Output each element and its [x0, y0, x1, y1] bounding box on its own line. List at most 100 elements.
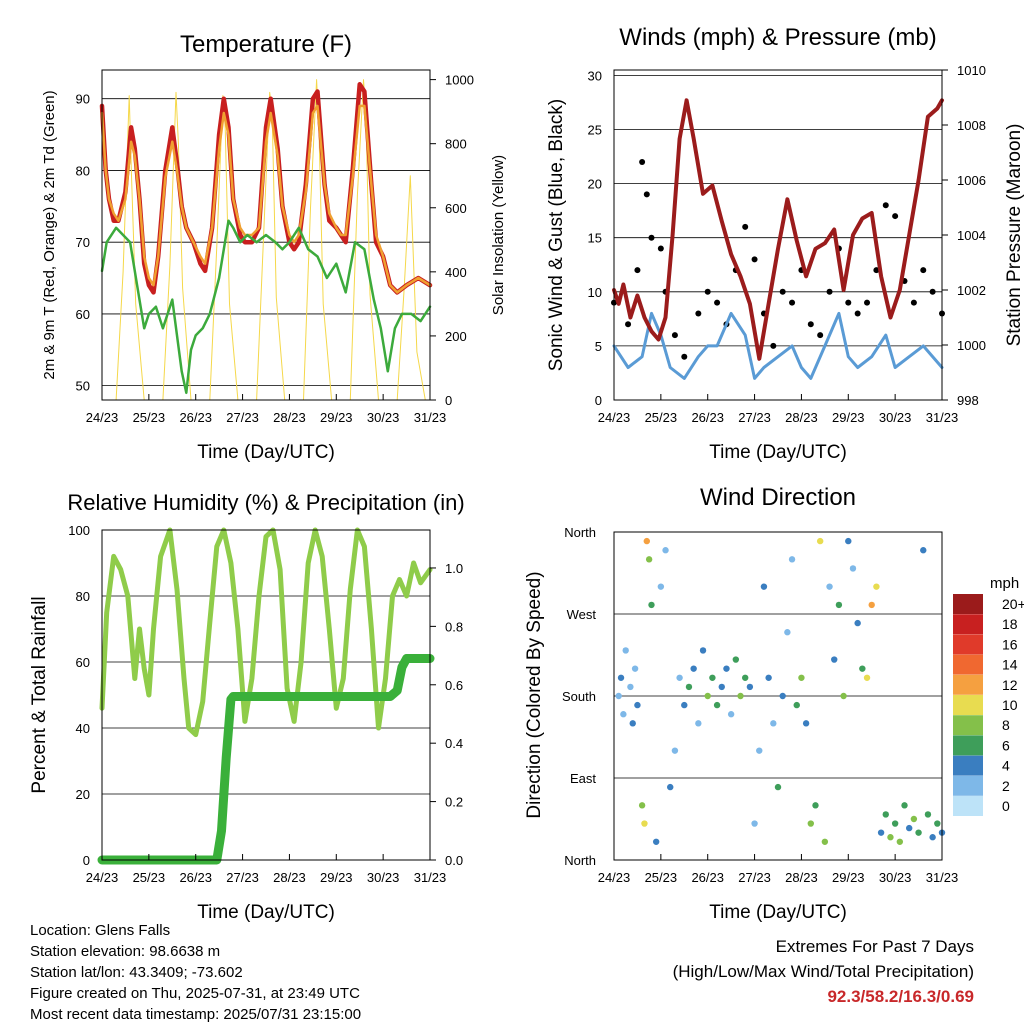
extremes-title: Extremes For Past 7 Days	[775, 937, 974, 956]
y2-tick-label: 600	[445, 201, 467, 216]
temperature-gridlines	[102, 98, 430, 387]
direction-point	[812, 802, 819, 809]
legend-swatch	[953, 695, 983, 715]
direction-point	[816, 537, 824, 545]
direction-point	[845, 537, 852, 545]
winds-y-ticks: 0 5 10 15 20 25 30	[588, 68, 602, 408]
direction-title: Wind Direction	[700, 484, 856, 511]
direction-point	[648, 601, 655, 609]
y2-tick-label: 1002	[957, 283, 986, 298]
y2-tick-label: 0.8	[445, 619, 463, 634]
y2-tick-label: 200	[445, 329, 467, 344]
direction-point	[622, 647, 629, 654]
gust-point	[742, 223, 749, 230]
legend-label: 10	[1002, 697, 1018, 713]
gust-point	[817, 332, 824, 339]
legend-swatch	[953, 735, 983, 756]
direction-point	[631, 665, 639, 672]
direction-point	[774, 783, 782, 791]
direction-point	[652, 838, 660, 845]
direction-point	[713, 701, 721, 709]
direction-point	[638, 802, 646, 809]
direction-x-ticks: 24/23 25/23 26/23 27/23 28/23 29/23 30/23 31/23	[598, 854, 958, 885]
direction-point	[709, 674, 716, 681]
winds-title: Winds (mph) & Pressure (mb)	[619, 24, 936, 51]
gust-point	[882, 202, 889, 209]
y-tick-label: 90	[76, 92, 90, 107]
temperature-y2-axis-label: Solar Insolation (Yellow)	[490, 155, 507, 315]
direction-point	[821, 838, 829, 845]
y2-tick-label: 400	[445, 265, 467, 280]
y-tick-label: 80	[76, 163, 90, 178]
humidity-panel: Relative Humidity (%) & Precipitation (i…	[29, 490, 465, 923]
x-tick-label: 26/23	[179, 870, 212, 885]
direction-point	[662, 547, 669, 554]
x-tick-label: 29/23	[832, 410, 865, 425]
legend-label: 6	[1002, 737, 1010, 753]
winds-y2-ticks: 998 1000 1002 1004 1006 1008 1010	[942, 63, 986, 408]
y-tick-label: 60	[76, 307, 90, 322]
series-line-2m-td	[100, 219, 432, 395]
direction-point	[934, 820, 941, 827]
direction-x-axis-label: Time (Day/UTC)	[709, 902, 847, 923]
y-tick-label: 10	[588, 285, 602, 300]
speed-legend: mph 20+ 18 16 14 12 10 8 6 4 2 0	[953, 575, 1024, 816]
y2-tick-label: 0	[445, 393, 452, 408]
direction-point	[746, 683, 754, 691]
direction-point	[770, 720, 777, 727]
y2-tick-label: 1006	[957, 173, 986, 188]
direction-point	[788, 556, 796, 563]
station-latlon: Station lat/lon: 43.3409; -73.602	[30, 964, 243, 981]
direction-point	[840, 692, 847, 700]
gust-point	[695, 310, 702, 317]
direction-y-axis-label: Direction (Colored By Speed)	[524, 571, 545, 818]
x-tick-label: 24/23	[598, 870, 631, 885]
y-tick-label: 80	[76, 589, 90, 604]
direction-tick-label: East	[570, 771, 596, 786]
gust-point	[779, 288, 786, 295]
legend-swatch	[953, 654, 983, 675]
y-tick-label: 15	[588, 231, 602, 246]
direction-point	[737, 692, 744, 700]
direction-point	[896, 838, 904, 845]
legend-swatch	[953, 775, 983, 796]
direction-point	[859, 665, 866, 672]
extremes-box: Extremes For Past 7 Days (High/Low/Max W…	[673, 934, 974, 1009]
x-tick-label: 29/23	[320, 410, 353, 425]
direction-point	[802, 720, 810, 727]
legend-label: 8	[1002, 717, 1010, 733]
x-tick-label: 26/23	[179, 410, 212, 425]
temperature-x-ticks: 24/23 25/23 26/23 27/23 28/23 29/23 30/23 31/23	[86, 394, 446, 425]
direction-point	[620, 711, 627, 718]
y-tick-label: 20	[588, 177, 602, 192]
x-tick-label: 31/23	[926, 410, 959, 425]
y2-tick-label: 0.2	[445, 795, 463, 810]
x-tick-label: 27/23	[226, 410, 259, 425]
direction-point	[863, 674, 871, 681]
series-line-2m-t	[99, 82, 433, 295]
direction-tick-label: West	[567, 607, 597, 622]
direction-point	[920, 547, 927, 554]
y2-tick-label: 1008	[957, 118, 986, 133]
direction-point	[891, 820, 899, 827]
y-tick-label: 70	[76, 235, 90, 250]
x-tick-label: 29/23	[832, 870, 865, 885]
x-tick-label: 25/23	[645, 410, 678, 425]
y2-tick-label: 1010	[957, 63, 986, 78]
humidity-x-ticks: 24/23 25/23 26/23 27/23 28/23 29/23 30/23 31/23	[86, 854, 446, 885]
direction-point	[882, 811, 889, 818]
extremes-subtitle: (High/Low/Max Wind/Total Precipitation)	[672, 962, 974, 981]
gust-point	[625, 321, 632, 328]
humidity-title: Relative Humidity (%) & Precipitation (i…	[67, 490, 464, 515]
legend-label: 20+	[1002, 596, 1024, 612]
direction-tick-label: North	[564, 525, 596, 540]
gust-point	[770, 342, 777, 349]
temperature-series	[99, 79, 433, 401]
gust-point	[845, 299, 852, 306]
gust-point	[920, 267, 927, 274]
direction-point	[915, 829, 922, 836]
humidity-plot-frame	[101, 529, 431, 861]
y2-tick-label: 0.6	[445, 678, 463, 693]
winds-x-axis-label: Time (Day/UTC)	[709, 442, 847, 463]
direction-point	[690, 665, 697, 672]
